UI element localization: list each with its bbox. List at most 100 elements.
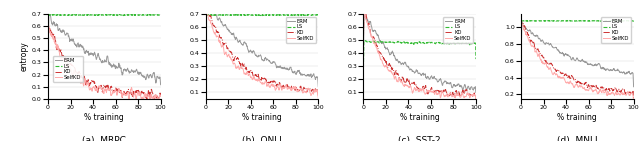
LS	[239, 15, 246, 16]
ERM	[599, 68, 607, 70]
Line: KD: KD	[205, 8, 318, 96]
LS	[600, 20, 607, 22]
ERM	[588, 64, 596, 66]
LS	[157, 14, 164, 16]
SelfKD	[517, 57, 525, 59]
KD	[531, 47, 539, 49]
ERM	[517, 66, 525, 67]
SelfKD	[202, 7, 210, 8]
SelfKD	[396, 81, 404, 82]
KD	[284, 85, 292, 87]
KD	[273, 85, 280, 86]
SelfKD	[157, 95, 164, 97]
Text: (d)  MNLI: (d) MNLI	[557, 136, 598, 141]
LS	[126, 14, 134, 16]
SelfKD	[554, 76, 562, 77]
KD	[202, 7, 210, 9]
ERM	[562, 53, 570, 55]
KD	[396, 80, 404, 81]
LS	[472, 58, 480, 60]
LS	[44, 15, 52, 16]
LS	[589, 20, 596, 22]
ERM	[157, 84, 164, 86]
SelfKD	[284, 87, 292, 89]
ERM	[404, 65, 412, 67]
SelfKD	[284, 88, 291, 90]
KD	[373, 46, 381, 48]
ERM	[273, 67, 280, 69]
X-axis label: % training: % training	[557, 113, 597, 122]
ERM	[472, 92, 480, 93]
LS	[396, 42, 404, 43]
ERM	[441, 80, 449, 82]
KD	[284, 84, 291, 85]
LS	[314, 14, 322, 16]
Legend: ERM, LS, KD, SelfKD: ERM, LS, KD, SelfKD	[601, 17, 631, 43]
KD	[126, 92, 134, 94]
KD	[562, 73, 570, 75]
KD	[44, 53, 52, 55]
SelfKD	[360, 45, 367, 47]
LS	[517, 20, 525, 22]
LS	[202, 14, 209, 16]
SelfKD	[125, 94, 133, 96]
LS	[284, 15, 291, 16]
ERM	[314, 86, 322, 88]
SelfKD	[630, 102, 637, 103]
Line: ERM: ERM	[205, 0, 318, 87]
SelfKD	[404, 85, 412, 87]
Legend: ERM, LS, KD, SelfKD: ERM, LS, KD, SelfKD	[53, 56, 83, 82]
SelfKD	[441, 95, 449, 97]
Line: ERM: ERM	[521, 23, 634, 87]
LS	[599, 20, 607, 22]
ERM	[89, 53, 97, 55]
SelfKD	[588, 89, 596, 91]
SelfKD	[599, 89, 607, 91]
ERM	[518, 22, 526, 23]
KD	[472, 99, 480, 101]
LS	[89, 14, 97, 16]
LS	[531, 20, 539, 22]
Line: KD: KD	[364, 12, 476, 100]
KD	[599, 87, 607, 89]
LS	[113, 15, 121, 16]
Y-axis label: entropy: entropy	[20, 42, 29, 71]
ERM	[360, 11, 368, 12]
SelfKD	[45, 25, 52, 27]
Legend: ERM, LS, KD, SelfKD: ERM, LS, KD, SelfKD	[444, 17, 474, 43]
KD	[598, 87, 606, 88]
ERM	[81, 51, 89, 53]
LS	[253, 15, 261, 17]
KD	[89, 80, 97, 82]
LS	[360, 72, 367, 74]
KD	[431, 91, 438, 92]
KD	[45, 25, 52, 27]
ERM	[45, 11, 53, 13]
KD	[630, 98, 637, 100]
LS	[578, 19, 586, 21]
Line: LS: LS	[205, 14, 318, 16]
LS	[404, 42, 412, 44]
LS	[525, 20, 533, 22]
KD	[361, 11, 369, 12]
ERM	[246, 49, 254, 51]
SelfKD	[531, 50, 539, 52]
Text: (b)  QNLI: (b) QNLI	[242, 136, 282, 141]
SelfKD	[202, 45, 209, 47]
LS	[81, 15, 89, 16]
SelfKD	[58, 58, 66, 59]
SelfKD	[431, 93, 438, 95]
ERM	[554, 49, 562, 51]
KD	[404, 81, 412, 82]
Legend: ERM, LS, KD, SelfKD: ERM, LS, KD, SelfKD	[285, 17, 316, 43]
ERM	[202, 51, 209, 53]
SelfKD	[44, 54, 52, 56]
KD	[246, 70, 254, 71]
SelfKD	[246, 77, 254, 78]
KD	[157, 94, 164, 96]
KD	[314, 95, 322, 97]
LS	[273, 14, 281, 16]
KD	[239, 64, 246, 66]
LS	[284, 14, 292, 16]
ERM	[284, 68, 291, 70]
